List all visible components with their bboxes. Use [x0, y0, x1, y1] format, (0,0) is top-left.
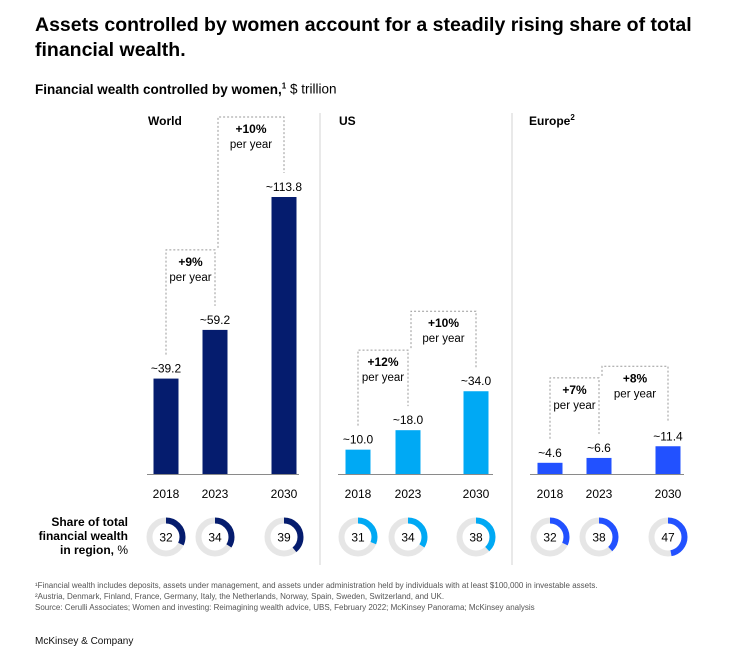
share-donut-us-2023: 34	[388, 517, 428, 557]
growth-world-2023-2030-label: per year	[230, 139, 272, 151]
chart-title: Assets controlled by women account for a…	[35, 14, 692, 61]
donut-arc	[456, 517, 496, 557]
growth-us-2018-2023-label: per year	[362, 372, 404, 384]
bar-europe-2023	[586, 457, 612, 474]
panel-title-world: World	[148, 114, 182, 128]
share-donut-world-2030: 39	[264, 517, 304, 557]
panel-title-sup-europe: 2	[570, 113, 575, 122]
share-label-line-3: in region, %	[60, 543, 128, 557]
growth-europe-2023-2030-bracket	[601, 365, 669, 423]
value-label-europe-2018: ~4.6	[538, 446, 562, 460]
subtitle-main: Financial wealth controlled by women,	[35, 81, 282, 97]
value-label-us-2030: ~34.0	[461, 374, 492, 388]
growth-us-2018-2023-rate: +12%	[367, 355, 398, 369]
donut-value: 34	[401, 531, 415, 545]
donut-value: 34	[208, 531, 222, 545]
value-label-europe-2030: ~11.4	[653, 429, 683, 443]
growth-us-2023-2030-bracket	[410, 310, 477, 368]
panel-title-europe: Europe2	[529, 113, 575, 128]
growth-us-2023-2030-rate: +10%	[428, 316, 459, 330]
growth-europe-2023-2030-label: per year	[614, 388, 656, 400]
share-donut-europe-2023: 38	[579, 517, 619, 557]
donut-value: 47	[661, 531, 675, 545]
panel-title-us: US	[339, 114, 356, 128]
share-donut-world-2023: 34	[195, 517, 235, 557]
bar-us-2018	[345, 449, 371, 474]
value-label-world-2023: ~59.2	[200, 313, 231, 327]
share-label-line-2: financial wealth	[39, 529, 128, 543]
donut-arc	[648, 517, 688, 557]
bar-us-2023	[395, 430, 421, 474]
share-donut-us-2018: 31	[338, 517, 378, 557]
subtitle-unit: $ trillion	[286, 81, 337, 97]
donut-value: 38	[469, 531, 483, 545]
donut-arc	[146, 517, 186, 557]
growth-us-2023-2030-label: per year	[422, 333, 464, 345]
growth-world-2018-2023-bracket	[165, 249, 216, 355]
growth-world-2018-2023-label: per year	[169, 272, 211, 284]
share-donut-world-2018: 32	[146, 517, 186, 557]
footnote-1: ¹Financial wealth includes deposits, ass…	[35, 581, 598, 590]
chart-subtitle: Financial wealth controlled by women,1 $…	[35, 81, 337, 97]
bar-world-2018	[153, 378, 179, 474]
chart-area: World ~39.2 2018 ~59.2 2023 ~113.8 2030 +9% per …	[39, 113, 688, 565]
growth-us-2018-2023-bracket	[357, 349, 409, 426]
share-donut-us-2030: 38	[456, 517, 496, 557]
value-label-world-2030: ~113.8	[266, 180, 302, 194]
growth-europe-2018-2023-bracket	[549, 377, 600, 439]
growth-europe-2018-2023-label: per year	[553, 400, 595, 412]
value-label-europe-2023: ~6.6	[587, 441, 611, 455]
donut-arc	[530, 517, 570, 557]
year-label-us-2030: 2030	[463, 487, 490, 501]
year-label-world-2018: 2018	[153, 487, 180, 501]
share-donut-europe-2030: 47	[648, 517, 688, 557]
year-label-world-2023: 2023	[202, 487, 229, 501]
donut-value: 32	[159, 531, 173, 545]
bar-us-2030	[463, 391, 489, 474]
footnote-2: ²Austria, Denmark, Finland, France, Germ…	[35, 592, 445, 601]
donut-arc	[195, 517, 235, 557]
growth-world-2023-2030-bracket	[217, 116, 285, 248]
subtitle-footnote-marker: 1	[281, 81, 287, 90]
footnotes: ¹Financial wealth includes deposits, ass…	[35, 580, 725, 613]
footnote-source: Source: Cerulli Associates; Women and in…	[35, 603, 535, 612]
donut-arc	[264, 517, 304, 557]
year-label-world-2030: 2030	[271, 487, 298, 501]
growth-world-2023-2030-rate: +10%	[235, 122, 266, 136]
year-label-us-2023: 2023	[395, 487, 422, 501]
bar-europe-2018	[537, 462, 563, 474]
value-label-world-2018: ~39.2	[151, 362, 182, 376]
year-label-europe-2018: 2018	[537, 487, 564, 501]
bar-europe-2030	[655, 446, 681, 474]
donut-value: 31	[351, 531, 365, 545]
donut-value: 39	[277, 531, 291, 545]
donut-arc	[388, 517, 428, 557]
bar-world-2023	[202, 329, 228, 474]
year-label-europe-2023: 2023	[586, 487, 613, 501]
donut-value: 38	[592, 531, 606, 545]
donut-arc	[338, 517, 378, 557]
value-label-us-2023: ~18.0	[393, 413, 424, 427]
share-label-region: in region,	[60, 543, 114, 557]
share-label-unit: %	[114, 543, 128, 557]
year-label-us-2018: 2018	[345, 487, 372, 501]
donut-arc	[579, 517, 619, 557]
bar-world-2030	[271, 197, 297, 474]
donut-value: 32	[543, 531, 557, 545]
growth-europe-2023-2030-rate: +8%	[623, 371, 648, 385]
share-donut-europe-2018: 32	[530, 517, 570, 557]
share-label-line-1: Share of total	[51, 515, 128, 529]
growth-europe-2018-2023-rate: +7%	[562, 383, 587, 397]
brand-logo-text: McKinsey & Company	[35, 636, 134, 647]
growth-world-2018-2023-rate: +9%	[178, 255, 203, 269]
value-label-us-2018: ~10.0	[343, 433, 374, 447]
year-label-europe-2030: 2030	[655, 487, 682, 501]
